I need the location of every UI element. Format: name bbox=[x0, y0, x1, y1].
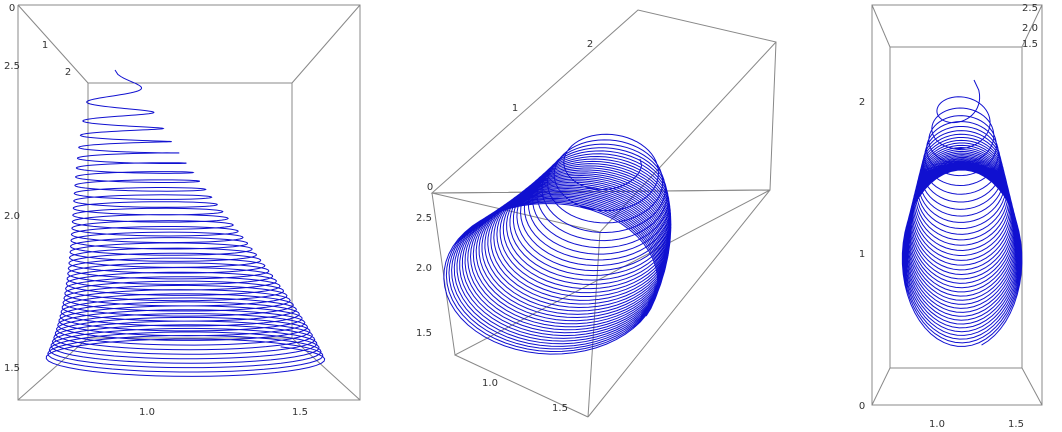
tick-label: 2.5 bbox=[416, 213, 432, 224]
tick-label: 2 bbox=[587, 39, 593, 50]
panel-1-box bbox=[17, 4, 361, 401]
tick-label: 2.0 bbox=[416, 263, 432, 274]
tick-label: 2.5 bbox=[1022, 3, 1038, 14]
tick-label: 2.5 bbox=[4, 61, 20, 72]
panel-3-box bbox=[871, 4, 1043, 406]
trajectory bbox=[443, 133, 672, 355]
tick-label: 1 bbox=[512, 103, 518, 114]
tick-label: 1.0 bbox=[482, 378, 498, 389]
panel-2-box bbox=[430, 9, 777, 418]
trajectory bbox=[901, 79, 1023, 347]
tick-label: 0 bbox=[427, 182, 433, 193]
tick-label: 1 bbox=[42, 40, 48, 51]
tick-label: 2.0 bbox=[4, 211, 20, 222]
tick-label: 1.5 bbox=[292, 407, 308, 418]
tick-label: 1.0 bbox=[929, 419, 945, 430]
tick-label: 2.0 bbox=[1022, 23, 1038, 34]
tick-label: 1.5 bbox=[416, 328, 432, 339]
tick-label: 1 bbox=[859, 249, 865, 260]
tick-label: 0 bbox=[9, 3, 15, 14]
tick-label: 1.5 bbox=[552, 403, 568, 414]
tick-label: 2 bbox=[65, 67, 71, 78]
tick-label: 1.5 bbox=[1008, 419, 1024, 430]
tick-label: 1.5 bbox=[4, 363, 20, 374]
tick-label: 1.5 bbox=[1022, 39, 1038, 50]
tick-label: 1.0 bbox=[139, 407, 155, 418]
tick-label: 0 bbox=[859, 401, 865, 412]
tick-label: 2 bbox=[859, 97, 865, 108]
trajectory bbox=[45, 69, 326, 377]
